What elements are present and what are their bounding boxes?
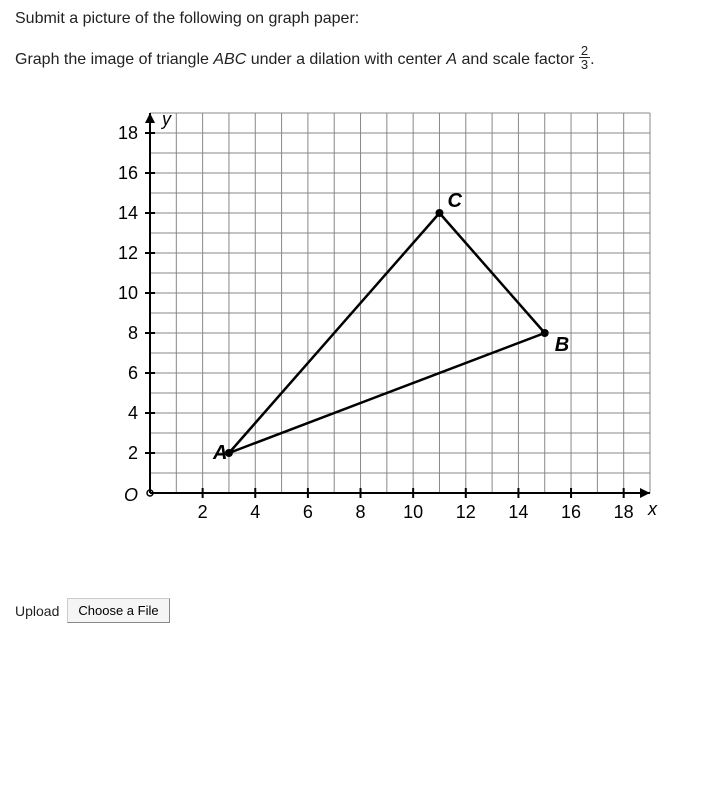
- choose-file-button[interactable]: Choose a File: [67, 598, 169, 623]
- coordinate-graph: 2 4 6 8 10 12 14 16 18 2 4 6 8 10 12 14 16 18 Oy x A B C: [105, 103, 665, 533]
- svg-text:14: 14: [118, 203, 138, 223]
- prompt-suffix: .: [590, 51, 594, 68]
- svg-text:O: O: [124, 485, 138, 505]
- graph-container: 2 4 6 8 10 12 14 16 18 2 4 6 8 10 12 14 16 18 Oy x A B C: [105, 103, 701, 538]
- fraction-denominator: 3: [579, 58, 590, 71]
- instruction-text: Submit a picture of the following on gra…: [15, 10, 701, 28]
- svg-text:16: 16: [561, 502, 581, 522]
- svg-text:8: 8: [128, 323, 138, 343]
- prompt-after-center: and scale factor: [457, 51, 579, 68]
- svg-text:18: 18: [118, 123, 138, 143]
- svg-text:A: A: [212, 442, 227, 464]
- svg-text:10: 10: [403, 502, 423, 522]
- svg-text:4: 4: [128, 403, 138, 423]
- svg-text:x: x: [647, 499, 658, 519]
- svg-text:y: y: [160, 109, 172, 129]
- svg-text:8: 8: [356, 502, 366, 522]
- svg-text:12: 12: [456, 502, 476, 522]
- svg-text:18: 18: [614, 502, 634, 522]
- svg-text:C: C: [447, 190, 462, 212]
- upload-row: Upload Choose a File: [15, 598, 701, 623]
- svg-text:12: 12: [118, 243, 138, 263]
- fraction-numerator: 2: [579, 44, 590, 58]
- svg-text:10: 10: [118, 283, 138, 303]
- svg-text:16: 16: [118, 163, 138, 183]
- svg-text:4: 4: [250, 502, 260, 522]
- prompt-line: Graph the image of triangle ABC under a …: [15, 46, 701, 73]
- svg-text:2: 2: [198, 502, 208, 522]
- scale-factor-fraction: 23: [579, 44, 590, 71]
- prompt-prefix: Graph the image of triangle: [15, 51, 213, 68]
- svg-text:14: 14: [508, 502, 528, 522]
- svg-text:B: B: [555, 334, 569, 356]
- upload-label: Upload: [15, 603, 59, 619]
- svg-text:6: 6: [128, 363, 138, 383]
- center-point: A: [446, 51, 457, 68]
- prompt-middle: under a dilation with center: [246, 51, 446, 68]
- svg-text:2: 2: [128, 443, 138, 463]
- svg-text:6: 6: [303, 502, 313, 522]
- triangle-name: ABC: [213, 51, 246, 68]
